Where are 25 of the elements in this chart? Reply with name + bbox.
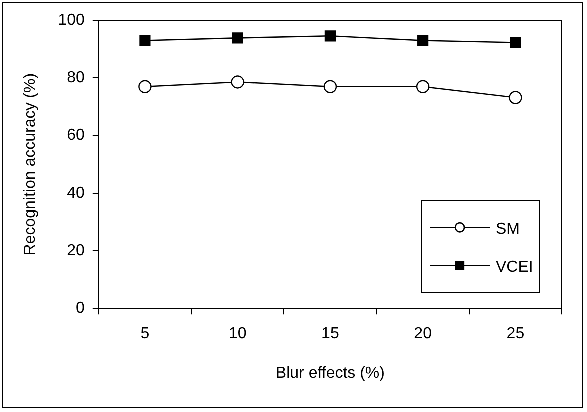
point [231,76,244,89]
point [509,91,522,104]
x-tick-label: 20 [414,326,432,343]
point [416,80,430,94]
x-tick-label: 15 [322,326,340,343]
x-axis-title: Blur effects (%) [276,364,385,382]
y-tick-label: 0 [76,300,85,318]
point [232,32,244,44]
x-tick-label: 10 [228,326,247,343]
y-tick-label: 80 [67,70,85,87]
point [510,37,522,48]
y-tick-label: 40 [67,184,85,202]
legend-label: SM [496,221,520,238]
y-tick-label: 60 [67,127,85,144]
point [138,80,152,94]
point [324,80,338,94]
x-tick-label: 25 [506,326,525,343]
y-axis-title: Recognition accuracy (%) [22,73,40,256]
point [418,35,429,46]
y-tick-label: 20 [67,242,85,260]
y-tick-label: 100 [58,12,85,30]
legend-label: VCEI [496,259,534,276]
point [324,30,336,42]
point [140,35,151,46]
x-tick-label: 5 [140,326,150,343]
